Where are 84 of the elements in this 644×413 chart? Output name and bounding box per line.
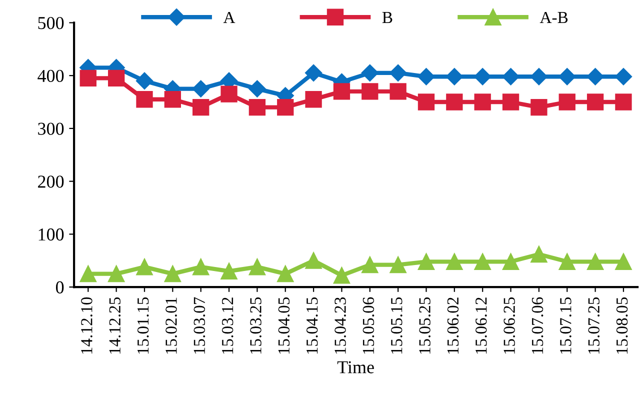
point	[586, 94, 604, 110]
x-tick-label: 14.12.10	[81, 297, 92, 354]
y-tick-label: 400	[38, 70, 64, 82]
x-tick-label: 15.04.15	[306, 297, 318, 354]
point	[136, 72, 154, 90]
point	[502, 68, 520, 86]
y-tick-label: 100	[38, 228, 64, 241]
point	[277, 98, 294, 116]
legend-label: A-B	[540, 12, 568, 23]
point	[192, 258, 210, 276]
point	[192, 98, 210, 116]
x-tick-label: 15.04.23	[334, 297, 346, 354]
point	[136, 91, 153, 108]
point	[108, 265, 125, 282]
point	[362, 83, 378, 100]
y-tick-label: 500	[38, 16, 64, 30]
point	[361, 64, 378, 82]
point	[248, 98, 266, 116]
point	[305, 91, 322, 108]
point	[277, 265, 294, 282]
x-tick-label: 15.03.25	[250, 297, 262, 354]
x-tick-label: 15.03.07	[194, 297, 206, 354]
x-tick-label: 15.04.05	[278, 297, 290, 354]
legend-label: B	[382, 12, 392, 23]
x-tick-label: 15.08.05	[616, 297, 628, 354]
point	[474, 94, 491, 110]
point	[446, 253, 463, 270]
point	[136, 258, 153, 276]
point	[248, 258, 266, 276]
x-tick-label: 15.01.15	[137, 297, 149, 354]
point	[80, 265, 96, 282]
y-tick-label: 0	[56, 281, 64, 294]
x-tick-label: 15.07.06	[532, 297, 544, 354]
point	[164, 91, 182, 108]
x-tick-label: 15.03.12	[222, 298, 234, 354]
point	[586, 253, 604, 270]
point	[502, 253, 520, 270]
x-tick-label: 15.06.25	[504, 297, 516, 354]
point	[615, 253, 632, 270]
y-tick-label: 300	[38, 122, 64, 135]
point	[164, 265, 182, 282]
point	[558, 94, 576, 110]
point	[446, 94, 463, 110]
x-tick-label: 15.06.12	[476, 298, 487, 354]
legend-label: A	[223, 12, 236, 23]
point	[390, 83, 406, 100]
point	[614, 68, 632, 86]
point	[474, 68, 492, 86]
point	[418, 253, 435, 270]
point	[362, 256, 378, 274]
point	[108, 70, 125, 87]
point	[304, 64, 322, 82]
x-tick-label: 14.12.25	[109, 297, 121, 354]
point	[530, 98, 548, 116]
x-tick-label: 15.07.15	[560, 297, 572, 354]
point	[220, 86, 238, 102]
point	[530, 246, 548, 263]
point	[586, 68, 604, 86]
x-tick-label: 15.05.25	[419, 297, 430, 354]
x-tick-label: 15.05.15	[390, 297, 402, 354]
point	[615, 94, 632, 110]
point	[333, 267, 350, 284]
y-tick-label: 200	[38, 176, 64, 188]
x-tick-label: 15.06.02	[447, 298, 459, 354]
x-axis-title: Time	[337, 361, 374, 374]
point	[333, 83, 350, 100]
x-tick-label: 15.02.01	[166, 298, 177, 354]
point	[418, 94, 435, 110]
point	[558, 253, 576, 270]
x-tick-label: 15.05.06	[362, 297, 374, 354]
point	[418, 68, 435, 86]
point	[390, 64, 407, 82]
point	[558, 68, 576, 86]
point	[80, 70, 96, 87]
point	[474, 253, 491, 270]
point	[305, 252, 322, 269]
x-tick-label: 15.07.25	[588, 297, 600, 354]
point	[446, 68, 463, 86]
point	[530, 68, 548, 86]
point	[502, 94, 520, 110]
point	[220, 262, 238, 280]
point	[192, 80, 210, 98]
point	[248, 80, 266, 98]
point	[390, 256, 406, 274]
